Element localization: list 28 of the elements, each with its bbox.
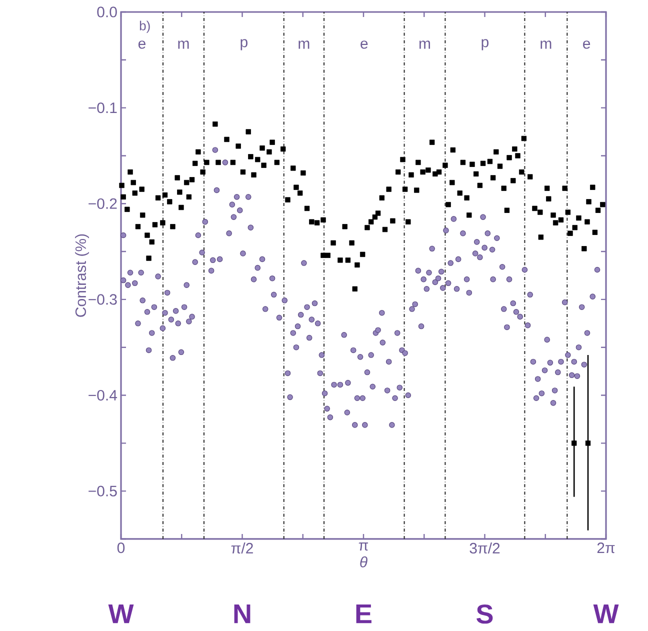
annotation: e [583,40,590,49]
y-tick-label: 0.0 [97,6,117,18]
x-tick-label: π [358,542,368,551]
x-axis-title: θ [360,556,368,568]
annotation: m [540,40,552,49]
text: S [476,604,493,624]
x-tick-label: 3π/2 [470,542,500,554]
annotation: m [178,40,189,49]
annotation: m [419,40,430,49]
x-tick-label: π/2 [231,542,253,554]
text: N [234,604,250,624]
text: W [593,604,619,624]
annotation: e [360,40,368,49]
annotation: p [240,39,248,50]
annotation: m [298,40,310,49]
annotation: b) [140,20,150,33]
y-tick-label: −0.3 [88,294,117,305]
text: E [356,604,372,624]
y-tick-label: −0.5 [88,486,117,496]
text: W [108,604,134,624]
y-tick-label: −0.2 [88,198,117,209]
y-tick-label: −0.4 [88,390,118,401]
annotation: e [138,40,146,49]
y-tick-label: −0.1 [88,102,117,114]
x-tick-label: 2π [597,542,615,554]
x-tick-label: 0 [117,542,125,554]
annotation: p [482,39,488,50]
y-axis-title: Contrast (%) [75,234,89,317]
